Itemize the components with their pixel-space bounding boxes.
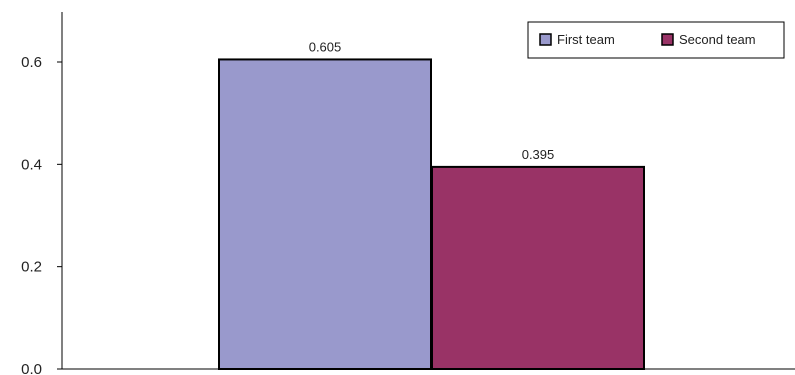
bars: 0.605 0.395 bbox=[218, 39, 645, 370]
data-label-second-team: 0.395 bbox=[522, 147, 555, 162]
bar-second-team bbox=[431, 165, 645, 370]
legend-label-first-team: First team bbox=[557, 32, 615, 47]
y-tick-label: 0.0 bbox=[21, 361, 42, 375]
legend-box bbox=[527, 21, 785, 59]
legend-label-second-team: Second team bbox=[679, 32, 756, 47]
y-tick-label: 0.2 bbox=[21, 259, 42, 276]
axes: 0.0 0.2 0.4 0.6 bbox=[21, 12, 795, 375]
data-label-first-team: 0.605 bbox=[309, 39, 342, 54]
legend: First team Second team bbox=[527, 21, 785, 59]
legend-swatch-first-team bbox=[539, 33, 552, 46]
y-tick-label: 0.4 bbox=[21, 156, 42, 173]
y-tick-label: 0.6 bbox=[21, 54, 42, 71]
bar-first-team bbox=[218, 58, 432, 370]
legend-swatch-second-team bbox=[661, 33, 674, 46]
